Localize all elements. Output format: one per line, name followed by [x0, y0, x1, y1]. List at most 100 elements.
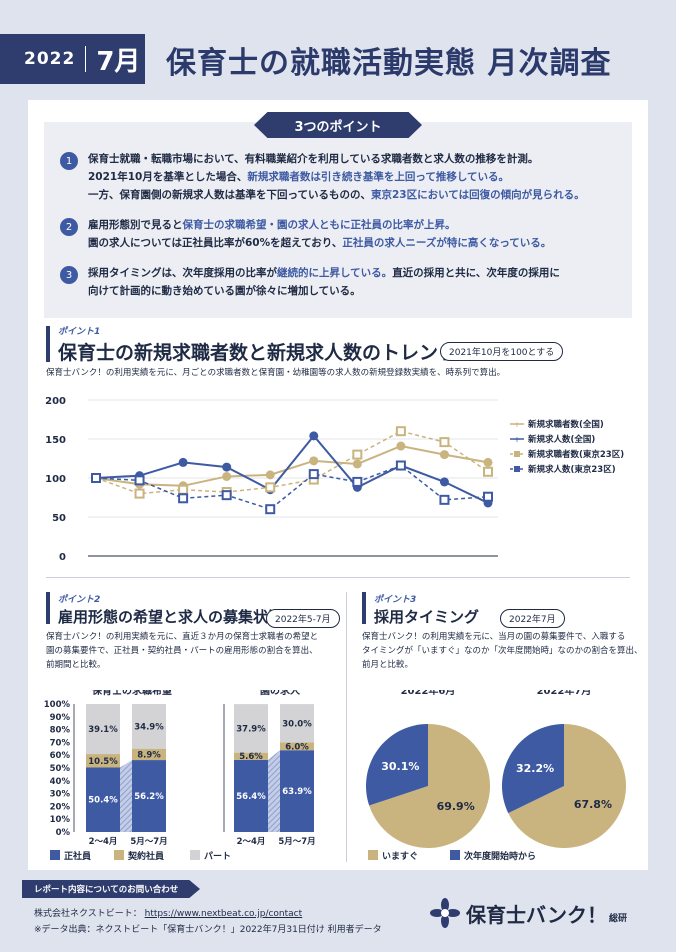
- y-tick-label: 100: [45, 474, 66, 485]
- section-bar: [46, 326, 50, 362]
- data-point: [439, 437, 450, 448]
- contact-line: 株式会社ネクストビート： https://www.nextbeat.co.jp/…: [34, 906, 302, 919]
- legend-label: いますぐ: [382, 851, 418, 862]
- y-tick-label: 70%: [50, 738, 71, 748]
- bar-segment: [132, 760, 166, 832]
- bar-value-label: 37.9%: [236, 724, 266, 734]
- y-tick-label: 10%: [50, 815, 71, 825]
- series-line: [95, 464, 489, 511]
- data-point: [352, 459, 362, 469]
- data-point: [439, 450, 449, 460]
- section-title: 保育士の新規求職者数と新規求人数のトレンド: [58, 342, 458, 364]
- point-text: 2021年10月を基準とした場合、: [88, 171, 248, 183]
- section-description: 保育士バンク！の利用実績を元に、直近３か月の保育士求職者の希望と 園の募集要件で…: [46, 630, 342, 672]
- pie-title: 2022年6月: [401, 690, 456, 697]
- bar-value-label: 56.2%: [134, 792, 164, 802]
- header: 2022 7月 保育士の就職活動実態 月次調査: [0, 0, 676, 96]
- description-line: 前月と比較。: [362, 660, 414, 670]
- key-points-box: 3つのポイント 1 保育士就職・転職市場において、有料職業紹介を利用している求職…: [44, 112, 632, 318]
- bar-value-label: 50.4%: [88, 796, 118, 806]
- y-tick-label: 150: [45, 435, 66, 446]
- y-tick-label: 0%: [56, 828, 71, 838]
- point-highlight: 保育士の求職希望・園の求人ともに正社員の比率が上昇。: [182, 219, 456, 231]
- page-title: 保育士の就職活動実態 月次調査: [166, 46, 612, 81]
- pie-slice: [366, 724, 428, 806]
- data-point: [222, 471, 232, 481]
- y-tick-label: 100%: [44, 700, 71, 710]
- badge-divider: [85, 46, 87, 72]
- bar-segment: [132, 748, 166, 761]
- bar-chart-title: 園の求人: [260, 690, 301, 697]
- pie-title: 2022年7月: [537, 690, 592, 697]
- trend-line-chart: 05010015020021/1021/1121/1222/122/222/32…: [45, 396, 624, 560]
- x-tick-label: 2〜4月: [237, 837, 266, 847]
- point-text: 保育士就職・転職市場において、有料職業紹介を利用している求職者数と求人数の推移を…: [88, 153, 539, 165]
- data-point: [395, 460, 406, 471]
- y-tick-label: 30%: [50, 790, 71, 800]
- series-line: [95, 430, 489, 495]
- legend-marker: +: [514, 420, 521, 429]
- legend-swatch: [50, 850, 60, 860]
- point-highlight: 東京23区においては回復の傾向が見られる。: [370, 189, 585, 201]
- bar-segment: [234, 759, 268, 832]
- brand-name: 保育士バンク！: [466, 902, 607, 927]
- bar-value-label: 10.5%: [88, 757, 118, 767]
- bar-connector: [120, 760, 132, 832]
- legend-label: 新規求人数(東京23区): [528, 464, 616, 475]
- period-pill: 2022年7月: [500, 609, 565, 628]
- pie-value-label: 67.8%: [574, 798, 612, 811]
- point-highlight: 新規求職者数は引き続き基準を上回って推移している。: [247, 171, 510, 183]
- y-tick-label: 40%: [50, 777, 71, 787]
- point-text: 向けて計画的に動き始めている園が徐々に増加している。: [88, 285, 361, 297]
- y-tick-label: 60%: [50, 751, 71, 761]
- data-point: [178, 484, 189, 495]
- divider: [46, 577, 630, 578]
- bar-segment: [86, 704, 120, 755]
- data-point: [483, 466, 493, 477]
- legend-swatch: [114, 850, 124, 860]
- section-kicker: ポイント2: [58, 595, 101, 605]
- y-tick-label: 80%: [50, 726, 71, 736]
- divider: [346, 592, 347, 862]
- description-line: 保育士バンク！の利用実績を元に、直近３か月の保育士求職者の希望と: [46, 632, 319, 642]
- section-title: 雇用形態の希望と求人の募集状況: [58, 608, 284, 626]
- legend-label: 契約社員: [127, 850, 164, 862]
- bar-value-label: 56.4%: [236, 792, 266, 802]
- data-source: ※データ出典：ネクストビート「保育士バンク！」2022年7月31日付け 利用者デ…: [34, 925, 382, 935]
- y-tick-label: 90%: [50, 713, 71, 723]
- data-point: [178, 493, 189, 504]
- point-number: 2: [60, 218, 78, 236]
- legend-marker: [514, 451, 520, 457]
- section-description: 保育士バンク！の利用実績を元に、月ごとの求職者数と保育園・幼稚園等の求人数の新規…: [46, 368, 506, 378]
- contact-link[interactable]: https://www.nextbeat.co.jp/contact: [144, 909, 303, 919]
- month-label: 7月: [96, 46, 141, 77]
- y-tick-label: 0: [59, 552, 66, 560]
- point-text: 園の求人については正社員比率が60%を超えており、: [88, 237, 343, 249]
- legend-marker: [514, 466, 520, 472]
- bar-value-label: 30.0%: [282, 719, 312, 729]
- y-tick-label: 20%: [50, 802, 71, 812]
- legend-marker: +: [514, 435, 521, 444]
- bar-value-label: 63.9%: [282, 787, 312, 797]
- flower-icon: [430, 898, 460, 928]
- section-description: 保育士バンク！の利用実績を元に、当月の園の募集要件で、入職する タイミングが「い…: [362, 630, 644, 672]
- point-highlight: 継続的に上昇している。: [277, 267, 393, 279]
- data-point: [134, 488, 145, 499]
- point-number: 1: [60, 152, 78, 170]
- legend-label: 新規求人数(全国): [528, 434, 595, 445]
- bar-value-label: 8.9%: [137, 750, 161, 760]
- point-text: 雇用形態別で見ると: [88, 219, 183, 231]
- hiring-timing-pie-charts: 2022年6月 69.9% 30.1% 2022年7月 67.8% 32.2% いますぐ 次年…: [366, 690, 626, 862]
- bar-segment: [86, 754, 120, 768]
- data-point: [308, 469, 319, 480]
- bar-segment: [280, 750, 314, 832]
- point-item-2: 2 雇用形態別で見ると保育士の求職希望・園の求人ともに正社員の比率が上昇。 園の…: [60, 216, 620, 252]
- legend-label: パート: [204, 850, 231, 862]
- report-card: 3つのポイント 1 保育士就職・転職市場において、有料職業紹介を利用している求職…: [28, 100, 648, 870]
- bar-segment: [280, 704, 314, 743]
- bar-segment: [234, 752, 268, 760]
- year-label: 2022: [24, 49, 76, 69]
- period-pill: 2022年5-7月: [266, 609, 340, 628]
- data-point: [439, 477, 449, 487]
- legend-swatch: [450, 850, 460, 860]
